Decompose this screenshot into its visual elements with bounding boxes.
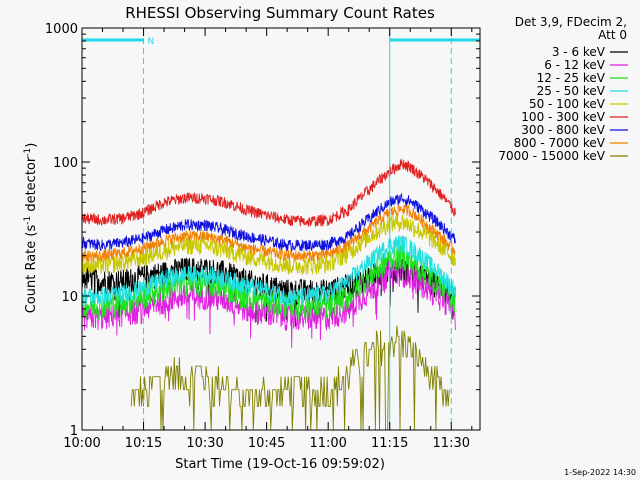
plot-area: N 1 10 100 1000 10:00 10:15 10:30 10:45 11:00 11:1…	[45, 22, 481, 451]
legend-label-8: 7000 - 15000 keV	[498, 149, 605, 163]
y-axis-title: Count Rate (s-1 detector-1)	[23, 143, 39, 314]
y-tick-label-0: 1	[70, 424, 78, 439]
series-line-2	[81, 244, 456, 320]
series-line-3	[81, 235, 456, 306]
legend-label-3: 25 - 50 keV	[537, 84, 606, 98]
legend-label-1: 6 - 12 keV	[544, 58, 606, 72]
legend-label-6: 300 - 800 keV	[521, 123, 605, 137]
x-tick-label-5: 11:15	[371, 436, 408, 451]
x-tick-label-1: 10:15	[125, 436, 162, 451]
y-axis-title-unit: detector	[24, 156, 39, 216]
series-line-5	[81, 158, 456, 227]
legend-label-4: 50 - 100 keV	[529, 97, 606, 111]
series-line-4	[81, 214, 456, 276]
x-tick-label-4: 11:00	[309, 436, 346, 451]
x-tick-label-0: 10:00	[63, 436, 100, 451]
marker-n-label: N	[148, 37, 155, 47]
plot-frame	[81, 27, 481, 431]
legend-header-line-2: Att 0	[598, 28, 627, 42]
series-line-6	[81, 192, 456, 253]
x-tick-label-6: 11:30	[433, 436, 470, 451]
x-tick-label-2: 10:30	[186, 436, 223, 451]
y-axis-title-exponent-2: -1	[23, 148, 33, 157]
timestamp: 1-Sep-2022 14:30	[564, 468, 636, 477]
chart-title: RHESSI Observing Summary Count Rates	[125, 4, 435, 22]
y-tick-label-3: 1000	[45, 22, 78, 37]
legend-label-2: 12 - 25 keV	[537, 71, 606, 85]
series-line-8	[130, 325, 450, 431]
legend-header-line-1: Det 3,9, FDecim 2,	[515, 15, 627, 29]
y-axis-title-close: )	[24, 143, 39, 148]
legend-label-0: 3 - 6 keV	[552, 45, 606, 59]
y-axis-title-exponent: -1	[23, 216, 33, 225]
legend-label-5: 100 - 300 keV	[521, 110, 605, 124]
y-tick-label-1: 10	[61, 290, 78, 305]
series-line-7	[81, 203, 456, 263]
y-axis-title-main: Count Rate (s	[24, 225, 39, 314]
y-tick-label-2: 100	[53, 156, 78, 171]
x-axis-title: Start Time (19-Oct-16 09:59:02)	[175, 457, 385, 472]
x-tick-label-3: 10:45	[248, 436, 285, 451]
legend-label-7: 800 - 7000 keV	[514, 136, 606, 150]
